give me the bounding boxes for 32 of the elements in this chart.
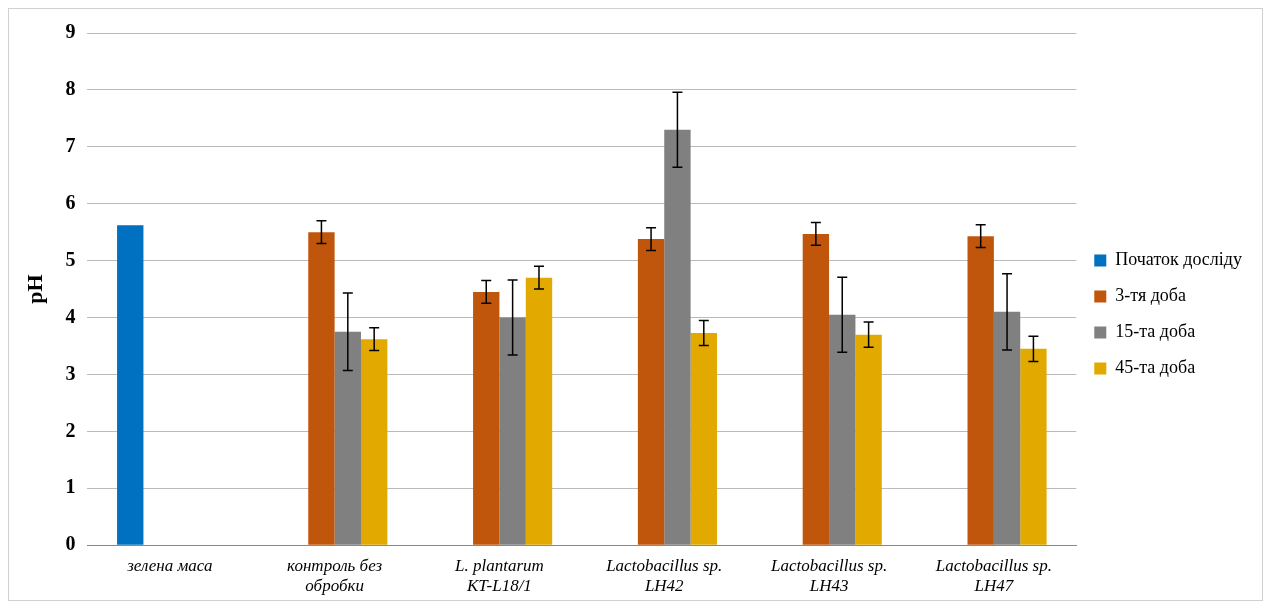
bar — [308, 232, 335, 545]
y-tick-label: 8 — [65, 77, 76, 100]
y-tick-label: 9 — [65, 20, 76, 43]
bar — [525, 277, 553, 545]
y-tick-label: 6 — [65, 190, 76, 213]
y-tick-label: 4 — [65, 304, 76, 327]
y-tick-label: 2 — [65, 418, 76, 441]
bar — [690, 332, 717, 545]
x-tick-label: Lactobacillus sp. LH47 — [934, 555, 1052, 596]
x-tick-label: зелена маса — [126, 555, 213, 575]
x-tick-label: Lactobacillus sp. LH42 — [605, 555, 723, 596]
bar — [473, 291, 500, 545]
bar — [855, 334, 882, 545]
y-tick-label: 0 — [65, 532, 76, 555]
y-tick-label: 5 — [65, 247, 76, 270]
y-axis-title: pH — [21, 274, 47, 304]
bar — [360, 339, 388, 545]
legend-label: Початок досліду — [1115, 249, 1243, 270]
bar — [117, 225, 144, 545]
x-tick-label: Lactobacillus sp. LH43 — [769, 555, 888, 596]
bar — [967, 236, 994, 545]
bar — [1020, 348, 1047, 545]
y-tick-label: 7 — [65, 133, 76, 156]
legend-label: 15-та доба — [1115, 321, 1196, 342]
legend-label: 45-та доба — [1115, 357, 1196, 378]
x-tick-label: контроль без обробки — [287, 555, 383, 596]
y-tick-label: 1 — [65, 475, 76, 498]
y-tick-label: 3 — [65, 361, 76, 384]
legend-label: 3-тя доба — [1115, 285, 1186, 306]
x-tick-label: L. plantarum KT-L18/1 — [454, 555, 544, 596]
bar — [637, 239, 665, 545]
bar — [802, 233, 830, 545]
